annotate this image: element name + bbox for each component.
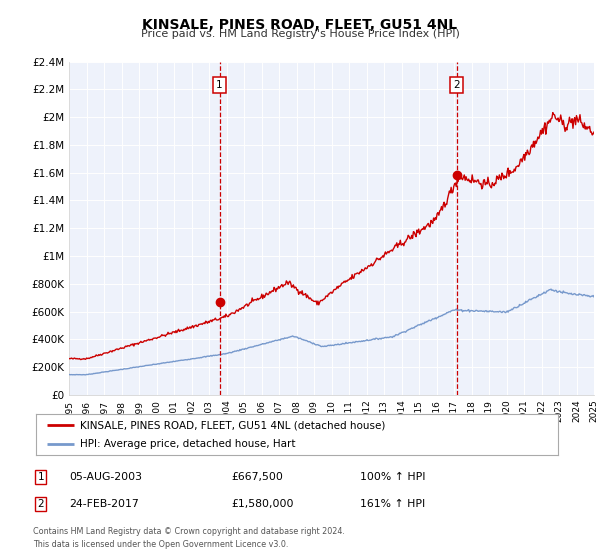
Text: £667,500: £667,500 [231,472,283,482]
Text: HPI: Average price, detached house, Hart: HPI: Average price, detached house, Hart [80,439,296,449]
Text: 05-AUG-2003: 05-AUG-2003 [69,472,142,482]
Text: 100% ↑ HPI: 100% ↑ HPI [360,472,425,482]
Text: This data is licensed under the Open Government Licence v3.0.: This data is licensed under the Open Gov… [33,540,289,549]
Text: £1,580,000: £1,580,000 [231,499,293,509]
Text: Price paid vs. HM Land Registry's House Price Index (HPI): Price paid vs. HM Land Registry's House … [140,29,460,39]
Text: 161% ↑ HPI: 161% ↑ HPI [360,499,425,509]
Text: 2: 2 [454,80,460,90]
Text: 1: 1 [216,80,223,90]
Text: 2: 2 [37,499,44,509]
Text: KINSALE, PINES ROAD, FLEET, GU51 4NL: KINSALE, PINES ROAD, FLEET, GU51 4NL [142,18,458,32]
Text: KINSALE, PINES ROAD, FLEET, GU51 4NL (detached house): KINSALE, PINES ROAD, FLEET, GU51 4NL (de… [80,421,386,430]
Text: Contains HM Land Registry data © Crown copyright and database right 2024.: Contains HM Land Registry data © Crown c… [33,528,345,536]
Text: 24-FEB-2017: 24-FEB-2017 [69,499,139,509]
Text: 1: 1 [37,472,44,482]
